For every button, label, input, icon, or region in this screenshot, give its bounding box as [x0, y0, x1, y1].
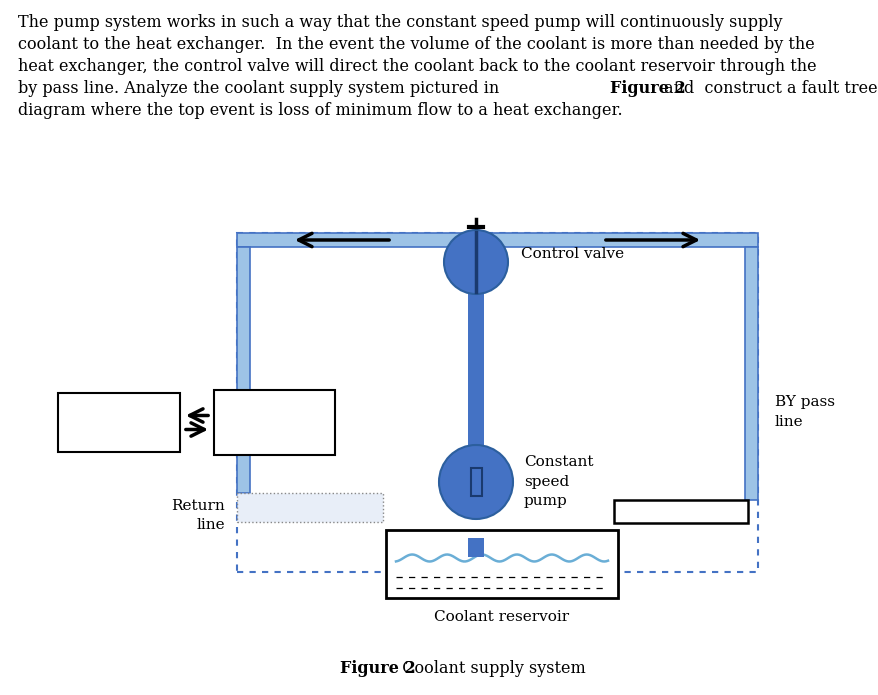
Circle shape	[438, 445, 513, 519]
Text: BY pass
line: BY pass line	[774, 395, 834, 429]
Text: Coolant reservoir: Coolant reservoir	[434, 610, 569, 624]
Bar	[237, 493, 383, 522]
Text: diagram where the top event is loss of minimum flow to a heat exchanger.: diagram where the top event is loss of m…	[18, 102, 622, 119]
Text: coolant to the heat exchanger.  In the event the volume of the coolant is more t: coolant to the heat exchanger. In the ev…	[18, 36, 814, 53]
Bar	[385, 530, 617, 598]
Text: Figure 2: Figure 2	[340, 660, 415, 677]
Bar	[614, 500, 747, 523]
Text: Constant
speed
pump: Constant speed pump	[523, 455, 593, 509]
Bar	[237, 247, 249, 390]
Text: heat exchanger, the control valve will direct the coolant back to the coolant re: heat exchanger, the control valve will d…	[18, 58, 816, 75]
Bar	[213, 390, 335, 455]
Bar	[484, 233, 757, 247]
Bar	[467, 294, 484, 445]
Bar	[237, 455, 249, 493]
Text: Primary
equipment: Primary equipment	[77, 406, 160, 439]
Text: Heat
Exchanger: Heat Exchanger	[233, 406, 316, 439]
Bar	[58, 393, 180, 452]
Text: Coolant supply system: Coolant supply system	[392, 660, 585, 677]
Text: by pass line. Analyze the coolant supply system pictured in: by pass line. Analyze the coolant supply…	[18, 80, 504, 97]
Text: and  construct a fault tree: and construct a fault tree	[658, 80, 876, 97]
Bar	[237, 233, 467, 247]
Bar	[467, 538, 484, 557]
Bar	[237, 233, 757, 572]
Circle shape	[443, 230, 507, 294]
Bar	[745, 247, 757, 500]
Text: The pump system works in such a way that the constant speed pump will continuous: The pump system works in such a way that…	[18, 14, 781, 31]
Text: Figure 2: Figure 2	[609, 80, 685, 97]
Text: Return
line: Return line	[171, 499, 225, 532]
Text: Control valve: Control valve	[521, 247, 623, 261]
Bar	[471, 468, 481, 496]
